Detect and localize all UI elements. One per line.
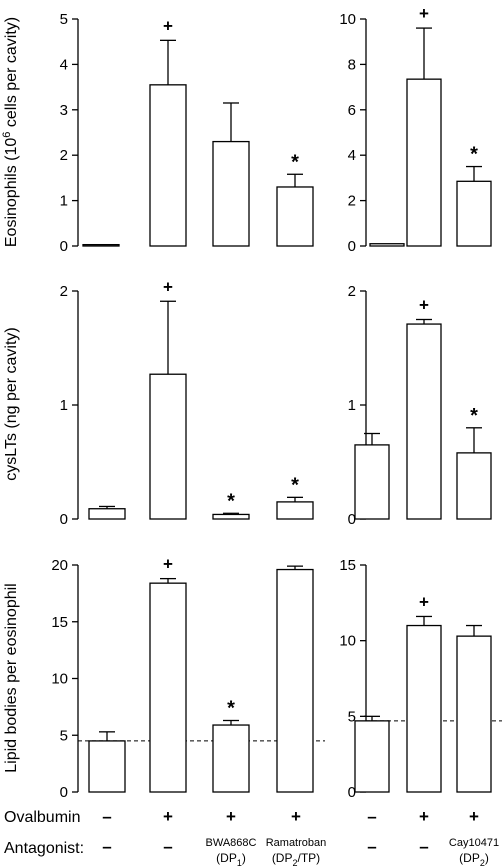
y-tick-label: 10 [339, 633, 356, 650]
y-tick-label: 5 [60, 727, 68, 744]
y-tick-label: 2 [60, 283, 68, 300]
bar [212, 140, 250, 247]
bar [456, 452, 492, 520]
panel-bottom-left: 0 5 10 15 20 + * [51, 555, 325, 801]
ovalbumin-sign: – [367, 807, 376, 826]
significance-star: * [470, 405, 478, 427]
y-tick-label: 8 [348, 56, 356, 73]
antagonist-target: (DP2/TP) [272, 851, 320, 868]
antagonist-none: – [367, 837, 376, 856]
bar [149, 582, 187, 793]
significance-star: * [227, 490, 235, 512]
y-tick-label: 2 [60, 147, 68, 164]
bar [369, 243, 405, 247]
ovalbumin-sign: + [163, 807, 173, 826]
y-tick-label: 15 [51, 614, 68, 631]
bar [354, 720, 390, 793]
ovalbumin-sign: + [226, 807, 236, 826]
y-tick-label: 0 [348, 511, 356, 528]
y-tick-label: 0 [348, 784, 356, 801]
y-tick-label: 6 [348, 102, 356, 119]
panel-middle-right: 0 1 2 + * [348, 283, 492, 528]
antagonist-none: – [102, 837, 111, 856]
bar [212, 724, 250, 793]
y-tick-label: 4 [60, 56, 68, 73]
bar [88, 740, 126, 793]
antagonist-name: BWA868C [206, 837, 257, 849]
antagonist-target: (DP2) [459, 851, 489, 868]
bar [149, 373, 187, 520]
y-tick-label: 15 [339, 557, 356, 574]
y-tick-label: 0 [60, 784, 68, 801]
y-tick-label: 5 [60, 11, 68, 28]
bar [406, 78, 442, 247]
antagonist-none: – [163, 837, 172, 856]
bar [212, 513, 250, 520]
y-tick-label: 2 [348, 283, 356, 300]
significance-star: * [470, 144, 478, 166]
y-tick-label: 1 [60, 193, 68, 210]
ovalbumin-sign: + [419, 807, 429, 826]
bar [149, 84, 187, 247]
antagonist-target: (DP1) [216, 851, 246, 868]
significance-plus: + [419, 4, 429, 23]
antagonist-none: – [419, 837, 428, 856]
significance-plus: + [419, 592, 429, 611]
y-axis-title: cysLTs (ng per cavity) [3, 327, 20, 481]
bar [276, 186, 314, 247]
significance-plus: + [163, 555, 173, 574]
significance-plus: + [163, 277, 173, 296]
significance-star: * [291, 151, 299, 173]
significance-star: * [227, 697, 235, 719]
bar [406, 624, 442, 793]
ovalbumin-sign: – [102, 807, 111, 826]
bar [406, 323, 442, 520]
bar [88, 508, 126, 520]
bar [456, 635, 492, 793]
antagonist-name: Cay10471 [449, 837, 499, 849]
y-tick-label: 5 [348, 708, 356, 725]
panel-bottom-right: 0 5 10 15 + [339, 557, 502, 801]
ovalbumin-sign: + [469, 807, 479, 826]
y-axis-title: Lipid bodies per eosinophil [3, 583, 20, 772]
y-axis-title: Eosinophils (106 cells per cavity) [1, 17, 20, 247]
y-tick-label: 1 [348, 397, 356, 414]
y-tick-label: 10 [339, 11, 356, 28]
ovalbumin-sign: + [291, 807, 301, 826]
significance-plus: + [419, 296, 429, 315]
y-tick-label: 3 [60, 102, 68, 119]
bar [456, 180, 492, 247]
ovalbumin-label: Ovalbumin [4, 809, 80, 826]
y-tick-label: 10 [51, 671, 68, 688]
y-tick-label: 0 [60, 238, 68, 255]
y-tick-label: 0 [60, 511, 68, 528]
bar [276, 501, 314, 520]
bar [354, 444, 390, 520]
significance-star: * [291, 474, 299, 496]
significance-plus: + [163, 16, 173, 35]
panel-top-left: 0 1 2 3 4 5 + * [60, 11, 314, 255]
bar [82, 243, 120, 247]
y-tick-label: 1 [60, 397, 68, 414]
y-tick-label: 20 [51, 557, 68, 574]
panel-top-right: 0 2 4 6 8 10 + * [339, 4, 492, 255]
bar [276, 568, 314, 793]
y-tick-label: 4 [348, 147, 356, 164]
antagonist-label: Antagonist: [4, 840, 84, 857]
y-tick-label: 0 [348, 238, 356, 255]
panel-middle-left: 0 1 2 + * * [60, 277, 314, 528]
antagonist-name: Ramatroban [266, 837, 327, 849]
y-tick-label: 2 [348, 193, 356, 210]
